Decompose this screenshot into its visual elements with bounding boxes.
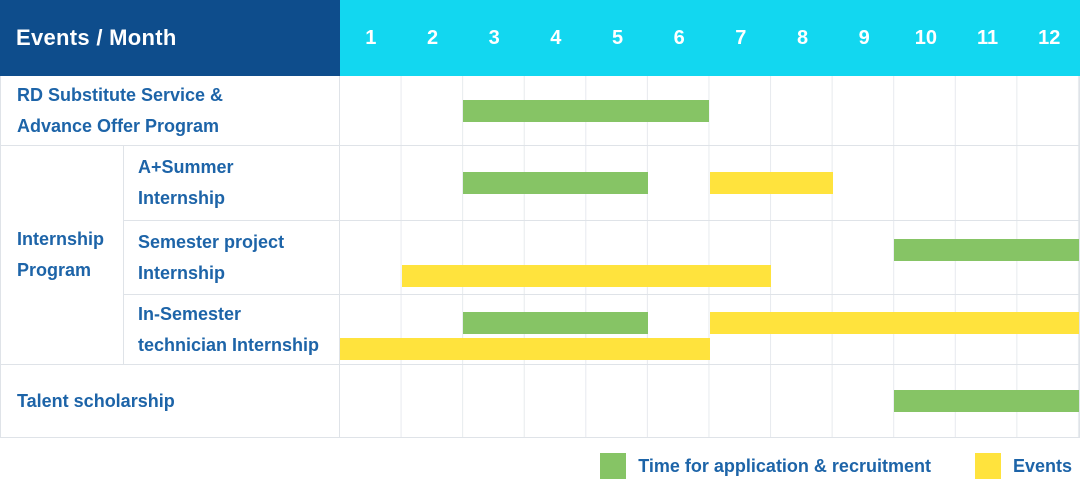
row-label-talent-scholarship: Talent scholarship: [0, 365, 340, 438]
month-header-cell: 1: [365, 26, 377, 49]
month-header-cell: 4: [550, 26, 562, 49]
row-label-a-plus-summer-internship: A+Summer Internship: [124, 146, 340, 221]
row-label-in-semester-technician-internship: In-Semester technician Internship: [124, 295, 340, 365]
schedule-table: Events / Month 1 2 3 4 5 6 7 8 9 10 11 12 RD Substi…: [0, 0, 1080, 438]
month-header-cell: 10: [914, 26, 937, 49]
timeline-row-in-semester-technician-internship: [340, 295, 1080, 365]
event-bar: [709, 172, 833, 194]
recruitment-bar: [894, 239, 1079, 262]
legend-label-events: Events: [1012, 455, 1072, 476]
month-header-cell: 12: [1038, 26, 1061, 49]
month-header-row: 1 2 3 4 5 6 7 8 9 10 11 12: [340, 0, 1080, 76]
recruitment-bar: [463, 312, 648, 335]
group-label-internship-program: Internship Program: [0, 146, 124, 365]
event-bar: [340, 338, 710, 361]
month-header-cell: 11: [976, 26, 999, 49]
month-header-cell: 2: [426, 26, 439, 49]
row-label-rd-substitute-service: RD Substitute Service & Advance Offer Pr…: [0, 76, 340, 146]
month-header-cell: 9: [858, 26, 870, 49]
month-header-cell: 6: [673, 26, 685, 49]
table-header-events-month: Events / Month: [0, 0, 340, 76]
month-header-cell: 7: [735, 26, 747, 49]
row-label-semester-project-internship: Semester project Internship: [124, 221, 340, 295]
legend-label-recruitment: Time for application & recruitment: [638, 455, 931, 476]
legend: Time for application & recruitment Event…: [0, 438, 1080, 494]
timeline-row-semester-project-internship: [340, 221, 1080, 295]
legend-item-recruitment: Time for application & recruitment: [600, 453, 931, 479]
event-swatch-icon: [974, 453, 1001, 479]
legend-item-events: Events: [974, 453, 1072, 479]
timeline-row-a-plus-summer-internship: [340, 146, 1080, 221]
timeline-row-rd-substitute-service: [340, 76, 1080, 146]
month-header-cell: 5: [611, 26, 624, 49]
month-header-cell: 8: [796, 26, 809, 49]
recruitment-bar: [894, 390, 1079, 412]
event-bar: [709, 312, 1079, 335]
recruitment-bar: [463, 99, 710, 122]
event-bar: [401, 265, 772, 288]
recruitment-swatch-icon: [600, 453, 627, 479]
recruitment-bar: [463, 172, 648, 194]
timeline-row-talent-scholarship: [340, 365, 1080, 438]
month-header-cell: 3: [488, 26, 500, 49]
